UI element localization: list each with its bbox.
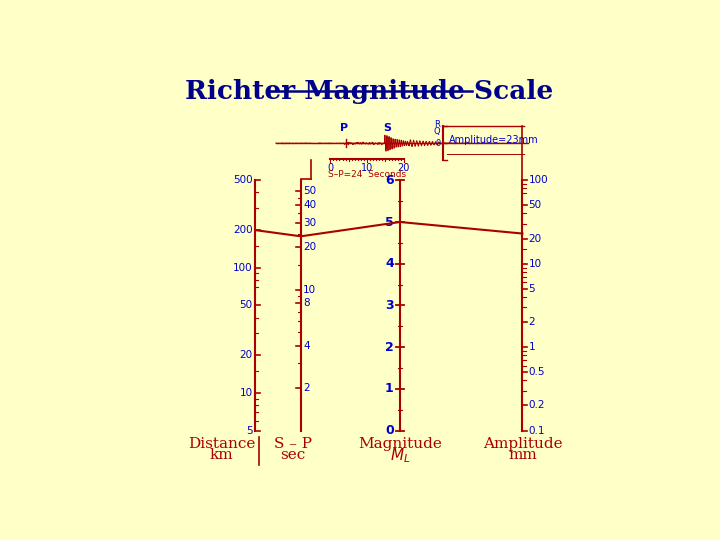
Text: 2: 2 [528, 317, 535, 327]
Text: 20: 20 [303, 242, 316, 252]
Text: 30: 30 [303, 218, 316, 228]
Text: 10: 10 [528, 259, 541, 269]
Text: P: P [340, 123, 348, 132]
Text: mm: mm [508, 448, 537, 462]
Text: 1: 1 [385, 382, 394, 395]
Text: S–P=24  Seconds: S–P=24 Seconds [328, 170, 406, 179]
Text: Richter Magnitude Scale: Richter Magnitude Scale [185, 79, 553, 104]
Text: 40: 40 [303, 200, 316, 210]
Text: 10: 10 [361, 164, 373, 173]
Text: 0: 0 [435, 139, 441, 148]
Text: 20: 20 [528, 234, 541, 244]
Text: Amplitude: Amplitude [482, 437, 562, 451]
Text: 100: 100 [528, 176, 548, 185]
Text: Q: Q [433, 126, 441, 136]
Text: 6: 6 [385, 174, 394, 187]
Text: sec: sec [280, 448, 306, 462]
Text: 3: 3 [385, 299, 394, 312]
Text: S – P: S – P [274, 437, 312, 451]
Text: S: S [383, 123, 391, 132]
Text: 50: 50 [528, 200, 541, 211]
Text: km: km [210, 448, 233, 462]
Text: 50: 50 [240, 300, 253, 310]
Text: 50: 50 [303, 186, 316, 197]
Text: Distance: Distance [188, 437, 256, 451]
Text: 5: 5 [528, 284, 535, 294]
Text: 500: 500 [233, 176, 253, 185]
Text: 0.2: 0.2 [528, 401, 545, 410]
Text: 4: 4 [303, 341, 310, 351]
Text: 200: 200 [233, 225, 253, 235]
Text: 1: 1 [528, 342, 535, 352]
Text: 0.1: 0.1 [528, 426, 545, 436]
Text: 10: 10 [303, 285, 316, 295]
Text: Amplitude=23mm: Amplitude=23mm [449, 135, 539, 145]
Text: 4: 4 [385, 257, 394, 270]
Text: 0.5: 0.5 [528, 367, 545, 377]
Text: 0: 0 [327, 164, 333, 173]
Text: $M_L$: $M_L$ [390, 446, 410, 464]
Text: 5: 5 [246, 426, 253, 436]
Text: 5: 5 [385, 215, 394, 228]
Text: 2: 2 [303, 383, 310, 393]
Text: 20: 20 [240, 350, 253, 360]
Text: 2: 2 [385, 341, 394, 354]
Text: R: R [434, 120, 441, 130]
Text: 20: 20 [397, 164, 410, 173]
Text: 100: 100 [233, 263, 253, 273]
Text: 0: 0 [385, 424, 394, 437]
Text: 8: 8 [303, 299, 310, 308]
Text: Magnitude: Magnitude [358, 437, 442, 451]
Text: 10: 10 [240, 388, 253, 398]
